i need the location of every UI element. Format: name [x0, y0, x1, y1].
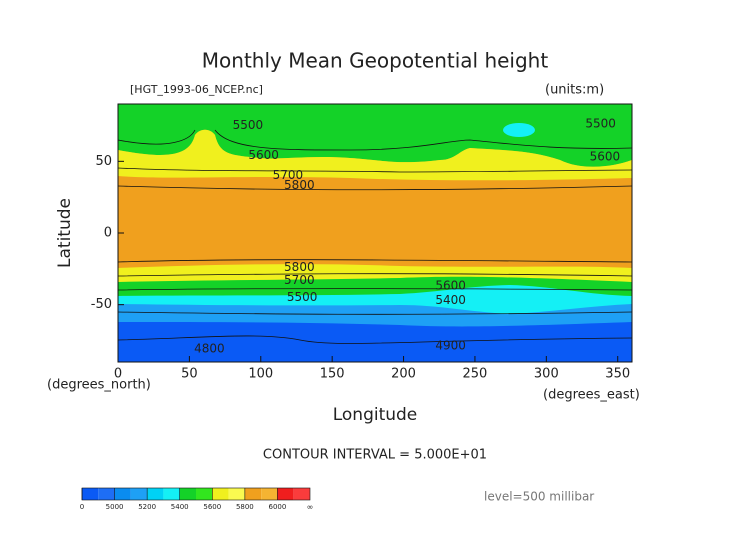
- contour-label: 4800: [194, 342, 225, 356]
- chart-title: Monthly Mean Geopotential height: [202, 49, 549, 73]
- contour-label: 5700: [273, 168, 304, 182]
- band-green-north: [118, 104, 632, 167]
- contour-line: [117, 288, 633, 291]
- contour-label: 5800: [284, 260, 315, 274]
- level-label: level=500 millibar: [484, 490, 594, 504]
- x-tick-label: 350: [605, 367, 630, 382]
- contour-line: [117, 259, 633, 263]
- band-yellow-north: [118, 129, 632, 181]
- colorbar-swatch: [179, 488, 196, 500]
- units-label: (units:m): [545, 83, 604, 98]
- contour-label: 5400: [435, 293, 466, 307]
- colorbar-label: 5800: [236, 503, 254, 511]
- colorbar-swatch: [261, 488, 278, 500]
- colorbar-swatch: [163, 488, 180, 500]
- colorbar-swatch: [147, 488, 164, 500]
- colorbar-swatch: [98, 488, 115, 500]
- contour-line: [117, 185, 633, 191]
- colorbar-end-label: ∞: [307, 503, 314, 512]
- y-tick-label: 0: [104, 226, 112, 241]
- contour-label: 5800: [284, 178, 315, 192]
- y-axis-label: Latitude: [55, 198, 75, 268]
- contour-label: 5600: [435, 279, 466, 293]
- colorbar-swatch: [212, 488, 229, 500]
- colorbar-swatch: [82, 488, 99, 500]
- contour-label: 4900: [435, 339, 466, 353]
- x-axis-label: Longitude: [333, 405, 418, 425]
- contour-label: 5500: [233, 118, 264, 132]
- colorbar-swatch: [130, 488, 148, 500]
- subtitle: [HGT_1993-06_NCEP.nc]: [130, 83, 263, 96]
- contour-line: [117, 129, 633, 151]
- colorbar-label: 0: [80, 503, 84, 511]
- contour-label: 5600: [590, 150, 621, 164]
- contour-line: [117, 273, 633, 277]
- contour-label: 5600: [248, 148, 279, 162]
- contour-line: [117, 167, 633, 173]
- colorbar-label: 5200: [138, 503, 156, 511]
- map-area: [117, 103, 633, 363]
- colorbar-swatch: [228, 488, 245, 500]
- colorbar-label: 6000: [269, 503, 287, 511]
- colorbar-label: 5600: [203, 503, 221, 511]
- band-dark-blue: [118, 322, 632, 362]
- colorbar-swatch: [293, 488, 310, 500]
- x-tick-label: 100: [248, 367, 273, 382]
- x-tick-label: 250: [463, 367, 488, 382]
- colorbar-swatch: [244, 488, 262, 500]
- x-tick-label: 150: [320, 367, 345, 382]
- contour-label: 5500: [287, 290, 318, 304]
- contour-label: 5700: [284, 273, 315, 287]
- y-tick-label: -50: [91, 297, 112, 312]
- y-tick-label: 50: [95, 154, 112, 169]
- colorbar-swatch: [196, 488, 213, 500]
- x-tick-label: 200: [391, 367, 416, 382]
- contour-line: [117, 335, 633, 344]
- x-tick-label: 0: [114, 367, 122, 382]
- colorbar-swatch: [114, 488, 131, 500]
- x-unit-label: (degrees_east): [543, 388, 640, 403]
- y-unit-label: (degrees_north): [47, 378, 151, 393]
- colorbar: 0 5000 5200 5400 5600 5800 6000 ∞: [80, 487, 314, 512]
- colorbar-swatch: [277, 488, 294, 500]
- colorbar-label: 5400: [171, 503, 189, 511]
- high-cyan: [503, 123, 535, 137]
- x-tick-label: 300: [534, 367, 559, 382]
- contour-label: 5500: [585, 117, 616, 131]
- contour-interval: CONTOUR INTERVAL = 5.000E+01: [263, 448, 487, 463]
- contour-line: [117, 311, 633, 315]
- colorbar-label: 5000: [106, 503, 124, 511]
- x-tick-label: 50: [181, 367, 198, 382]
